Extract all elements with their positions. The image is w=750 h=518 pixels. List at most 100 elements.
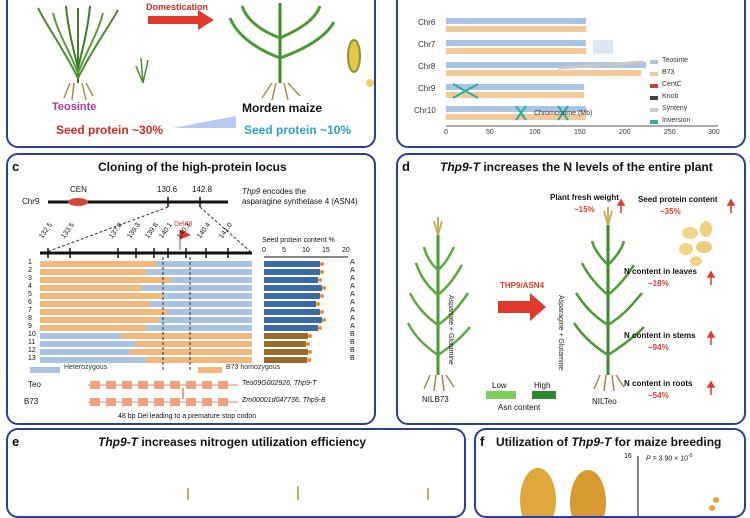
chr-axis-title: Chromosome (Mb) bbox=[534, 110, 593, 117]
domestication-arrow bbox=[148, 10, 214, 30]
exon bbox=[90, 381, 100, 389]
recombinant-rows bbox=[40, 261, 252, 363]
zoom-line-right bbox=[199, 206, 253, 254]
marker-ticks bbox=[47, 248, 229, 258]
legend-b73-swatch bbox=[198, 367, 222, 373]
row-b73-segment bbox=[135, 341, 252, 347]
protein-axis-tick: 20 bbox=[342, 247, 350, 254]
protein-dot bbox=[322, 286, 326, 290]
asn-low-swatch bbox=[486, 391, 516, 399]
row-group: B bbox=[350, 347, 355, 354]
row-b73-segment bbox=[146, 357, 252, 363]
legend-teosinte-swatch bbox=[650, 60, 658, 64]
gene-desc-line1: encodes the bbox=[262, 187, 307, 196]
protein-maize-label: Seed protein ~10% bbox=[244, 123, 352, 137]
panel-b-art bbox=[446, 18, 718, 127]
panel-f: f Utilization of Thp9-T for maize breedi… bbox=[474, 428, 746, 518]
protein-bar bbox=[264, 325, 318, 331]
row-b73-segment bbox=[40, 293, 163, 299]
zoom-line-left bbox=[43, 206, 169, 254]
exon bbox=[154, 398, 164, 406]
row-group: B bbox=[350, 339, 355, 346]
row-number: 2 bbox=[28, 267, 32, 274]
chr9-label: Chr9 bbox=[418, 84, 436, 93]
exon bbox=[170, 398, 180, 406]
panel-e: e Thp9-T increases nitrogen utilization … bbox=[6, 428, 466, 518]
row-number: 10 bbox=[28, 331, 36, 338]
panel-e-letter: e bbox=[12, 434, 20, 449]
stems-value: ~94% bbox=[648, 343, 669, 352]
protein-axis-tick: 0 bbox=[262, 247, 266, 254]
chr9-label: Chr9 bbox=[22, 197, 40, 206]
leaves-label: N content in leaves bbox=[624, 267, 697, 276]
panel-f-art bbox=[520, 456, 719, 516]
b73-gene-label: Zm00001d047736, Thp9-B bbox=[242, 397, 326, 404]
gene-desc-line2: asparagine synthetase 4 (ASN4) bbox=[242, 197, 358, 206]
asn-high-label: High bbox=[534, 381, 551, 390]
exon bbox=[106, 398, 116, 406]
panel-d-letter: d bbox=[402, 159, 410, 174]
legend-het-label: Heterozygous bbox=[64, 364, 108, 371]
protein-bar bbox=[264, 333, 308, 339]
panel-b: Chr6 Chr7 Chr8 Chr9 Chr10 Teosinte B73 C… bbox=[396, 0, 746, 148]
panel-c-letter: c bbox=[12, 159, 20, 174]
legend-inversion-swatch bbox=[650, 120, 658, 124]
chr8-track bbox=[446, 60, 646, 76]
seeds-icon bbox=[679, 221, 712, 266]
panel-d-title-gene: Thp9-T bbox=[440, 160, 480, 174]
exon bbox=[202, 381, 212, 389]
row-number: 12 bbox=[28, 347, 36, 354]
panel-e-art bbox=[187, 486, 429, 500]
protein-dot bbox=[318, 326, 322, 330]
teosinte-plant-icon bbox=[37, 5, 119, 101]
chr-tick-50: 50 bbox=[486, 129, 494, 136]
protein-dot bbox=[308, 334, 312, 338]
row-b73-segment bbox=[120, 333, 252, 339]
teosinte-label: Teosinte bbox=[52, 101, 97, 113]
legend-centc-label: CentC bbox=[662, 81, 682, 88]
chr9-track bbox=[446, 83, 584, 99]
chr-tick-250: 250 bbox=[664, 129, 676, 136]
panel-f-title-rest: for maize breeding bbox=[611, 435, 722, 449]
asn-low-label: Low bbox=[492, 381, 507, 390]
row-number: 4 bbox=[28, 283, 32, 290]
kernel-icon bbox=[366, 79, 374, 87]
protein-dot bbox=[307, 358, 312, 362]
pos2-label: 142.8 bbox=[192, 185, 213, 194]
teo-gene-label: Teo09G002926, Thp9-T bbox=[242, 380, 317, 387]
protein-dot bbox=[320, 270, 324, 274]
row-number: 8 bbox=[28, 315, 32, 322]
protein-dot bbox=[320, 262, 324, 266]
chr-tick-0: 0 bbox=[444, 129, 448, 136]
row-number: 5 bbox=[28, 291, 32, 298]
panel-d-art bbox=[406, 198, 736, 399]
panel-f-title: Utilization of Thp9-T for maize breeding bbox=[496, 435, 721, 449]
exon bbox=[186, 398, 196, 406]
legend-teosinte-label: Teosinte bbox=[662, 57, 689, 64]
fresh-weight-value: ~15% bbox=[574, 205, 595, 214]
exon bbox=[154, 381, 164, 389]
del48-label: Del48 bbox=[174, 221, 193, 228]
row-b73-segment bbox=[40, 309, 168, 315]
maize-ear-2-icon bbox=[570, 470, 606, 516]
row-group: A bbox=[350, 315, 355, 322]
roots-label: N content in roots bbox=[624, 379, 693, 388]
chr8-label: Chr8 bbox=[418, 62, 436, 71]
panel-a-art bbox=[37, 3, 374, 128]
row-group: B bbox=[350, 331, 355, 338]
maize-ear-1-icon bbox=[520, 468, 556, 516]
asn-high-swatch bbox=[532, 391, 556, 399]
row-number: 9 bbox=[28, 323, 32, 330]
legend-b73-swatch bbox=[650, 72, 658, 76]
exon bbox=[106, 381, 116, 389]
legend-centc-swatch bbox=[650, 84, 658, 88]
row-number: 3 bbox=[28, 275, 32, 282]
row-group: A bbox=[350, 299, 355, 306]
row-group: A bbox=[350, 307, 355, 314]
chr6-label: Chr6 bbox=[418, 18, 436, 27]
protein-axis-tick: 15 bbox=[322, 247, 330, 254]
small-seedling-icon bbox=[135, 57, 149, 84]
nilb73-label: NILB73 bbox=[422, 395, 449, 404]
f-ytick: 16 bbox=[624, 453, 632, 460]
panel-d: d Thp9-T increases the N levels of the e… bbox=[396, 153, 746, 425]
